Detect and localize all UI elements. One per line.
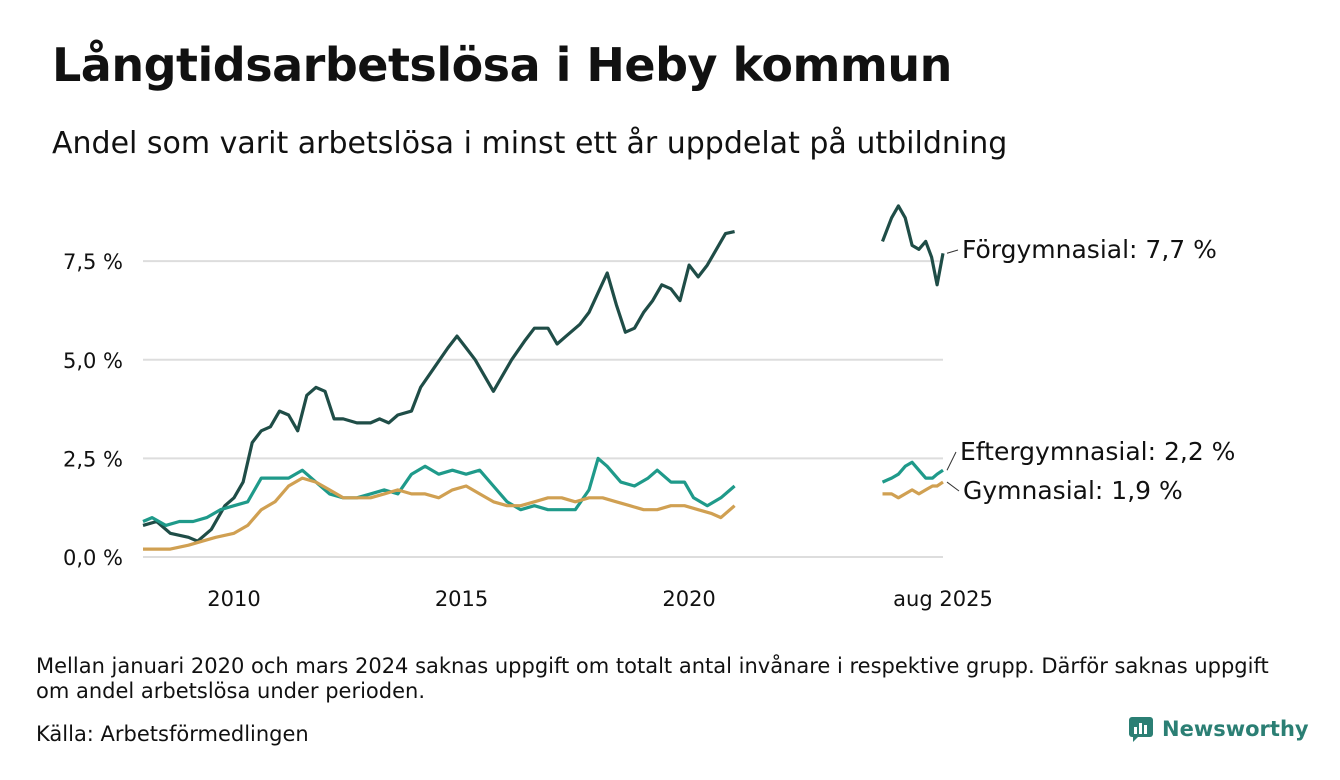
x-tick-label: 2015: [435, 587, 488, 611]
end-label-gymnasial: Gymnasial: 1,9 %: [963, 476, 1183, 505]
y-tick-label: 2,5 %: [63, 447, 123, 471]
grid-lines: [143, 260, 943, 558]
end-labels: Förgymnasial: 7,7 % Eftergymnasial: 2,2 %…: [946, 235, 1235, 505]
y-tick-label: 5,0 %: [63, 349, 123, 373]
source-text: Källa: Arbetsförmedlingen: [36, 722, 309, 746]
chart-subtitle: Andel som varit arbetslösa i minst ett å…: [52, 126, 1008, 161]
leader-line: [946, 451, 957, 471]
leader-line: [946, 249, 959, 254]
series-line-gymnasial: [882, 480, 944, 500]
x-tick-label: aug 2025: [893, 587, 993, 611]
series-line-eftergymnasial: [881, 460, 944, 484]
chart-title: Långtidsarbetslösa i Heby kommun: [52, 38, 952, 92]
series-line-forgymnasial: [142, 230, 735, 543]
series-lines: [142, 204, 945, 551]
line-chart: 0,0 % 2,5 % 5,0 % 7,5 % 2010 2015 2020 aug 202…: [63, 204, 1235, 611]
footnote: Mellan januari 2020 och mars 2024 saknas…: [36, 654, 1269, 703]
leader-line: [946, 481, 960, 492]
y-axis-ticks: 0,0 % 2,5 % 5,0 % 7,5 %: [63, 250, 123, 570]
series-line-eftergymnasial: [142, 456, 736, 527]
series-line-gymnasial: [143, 476, 736, 551]
y-tick-label: 7,5 %: [63, 250, 123, 274]
brand-name: Newsworthy: [1162, 717, 1309, 741]
newsworthy-logo-icon: [1129, 717, 1153, 742]
y-tick-label: 0,0 %: [63, 546, 123, 570]
brand-logo: Newsworthy: [1128, 716, 1309, 742]
end-label-eftergymnasial: Eftergymnasial: 2,2 %: [960, 437, 1235, 466]
end-label-forgymnasial: Förgymnasial: 7,7 %: [962, 235, 1217, 264]
x-axis-ticks: 2010 2015 2020 aug 2025: [207, 587, 993, 611]
x-tick-label: 2010: [207, 587, 260, 611]
series-line-forgymnasial: [881, 204, 945, 287]
x-tick-label: 2020: [662, 587, 715, 611]
